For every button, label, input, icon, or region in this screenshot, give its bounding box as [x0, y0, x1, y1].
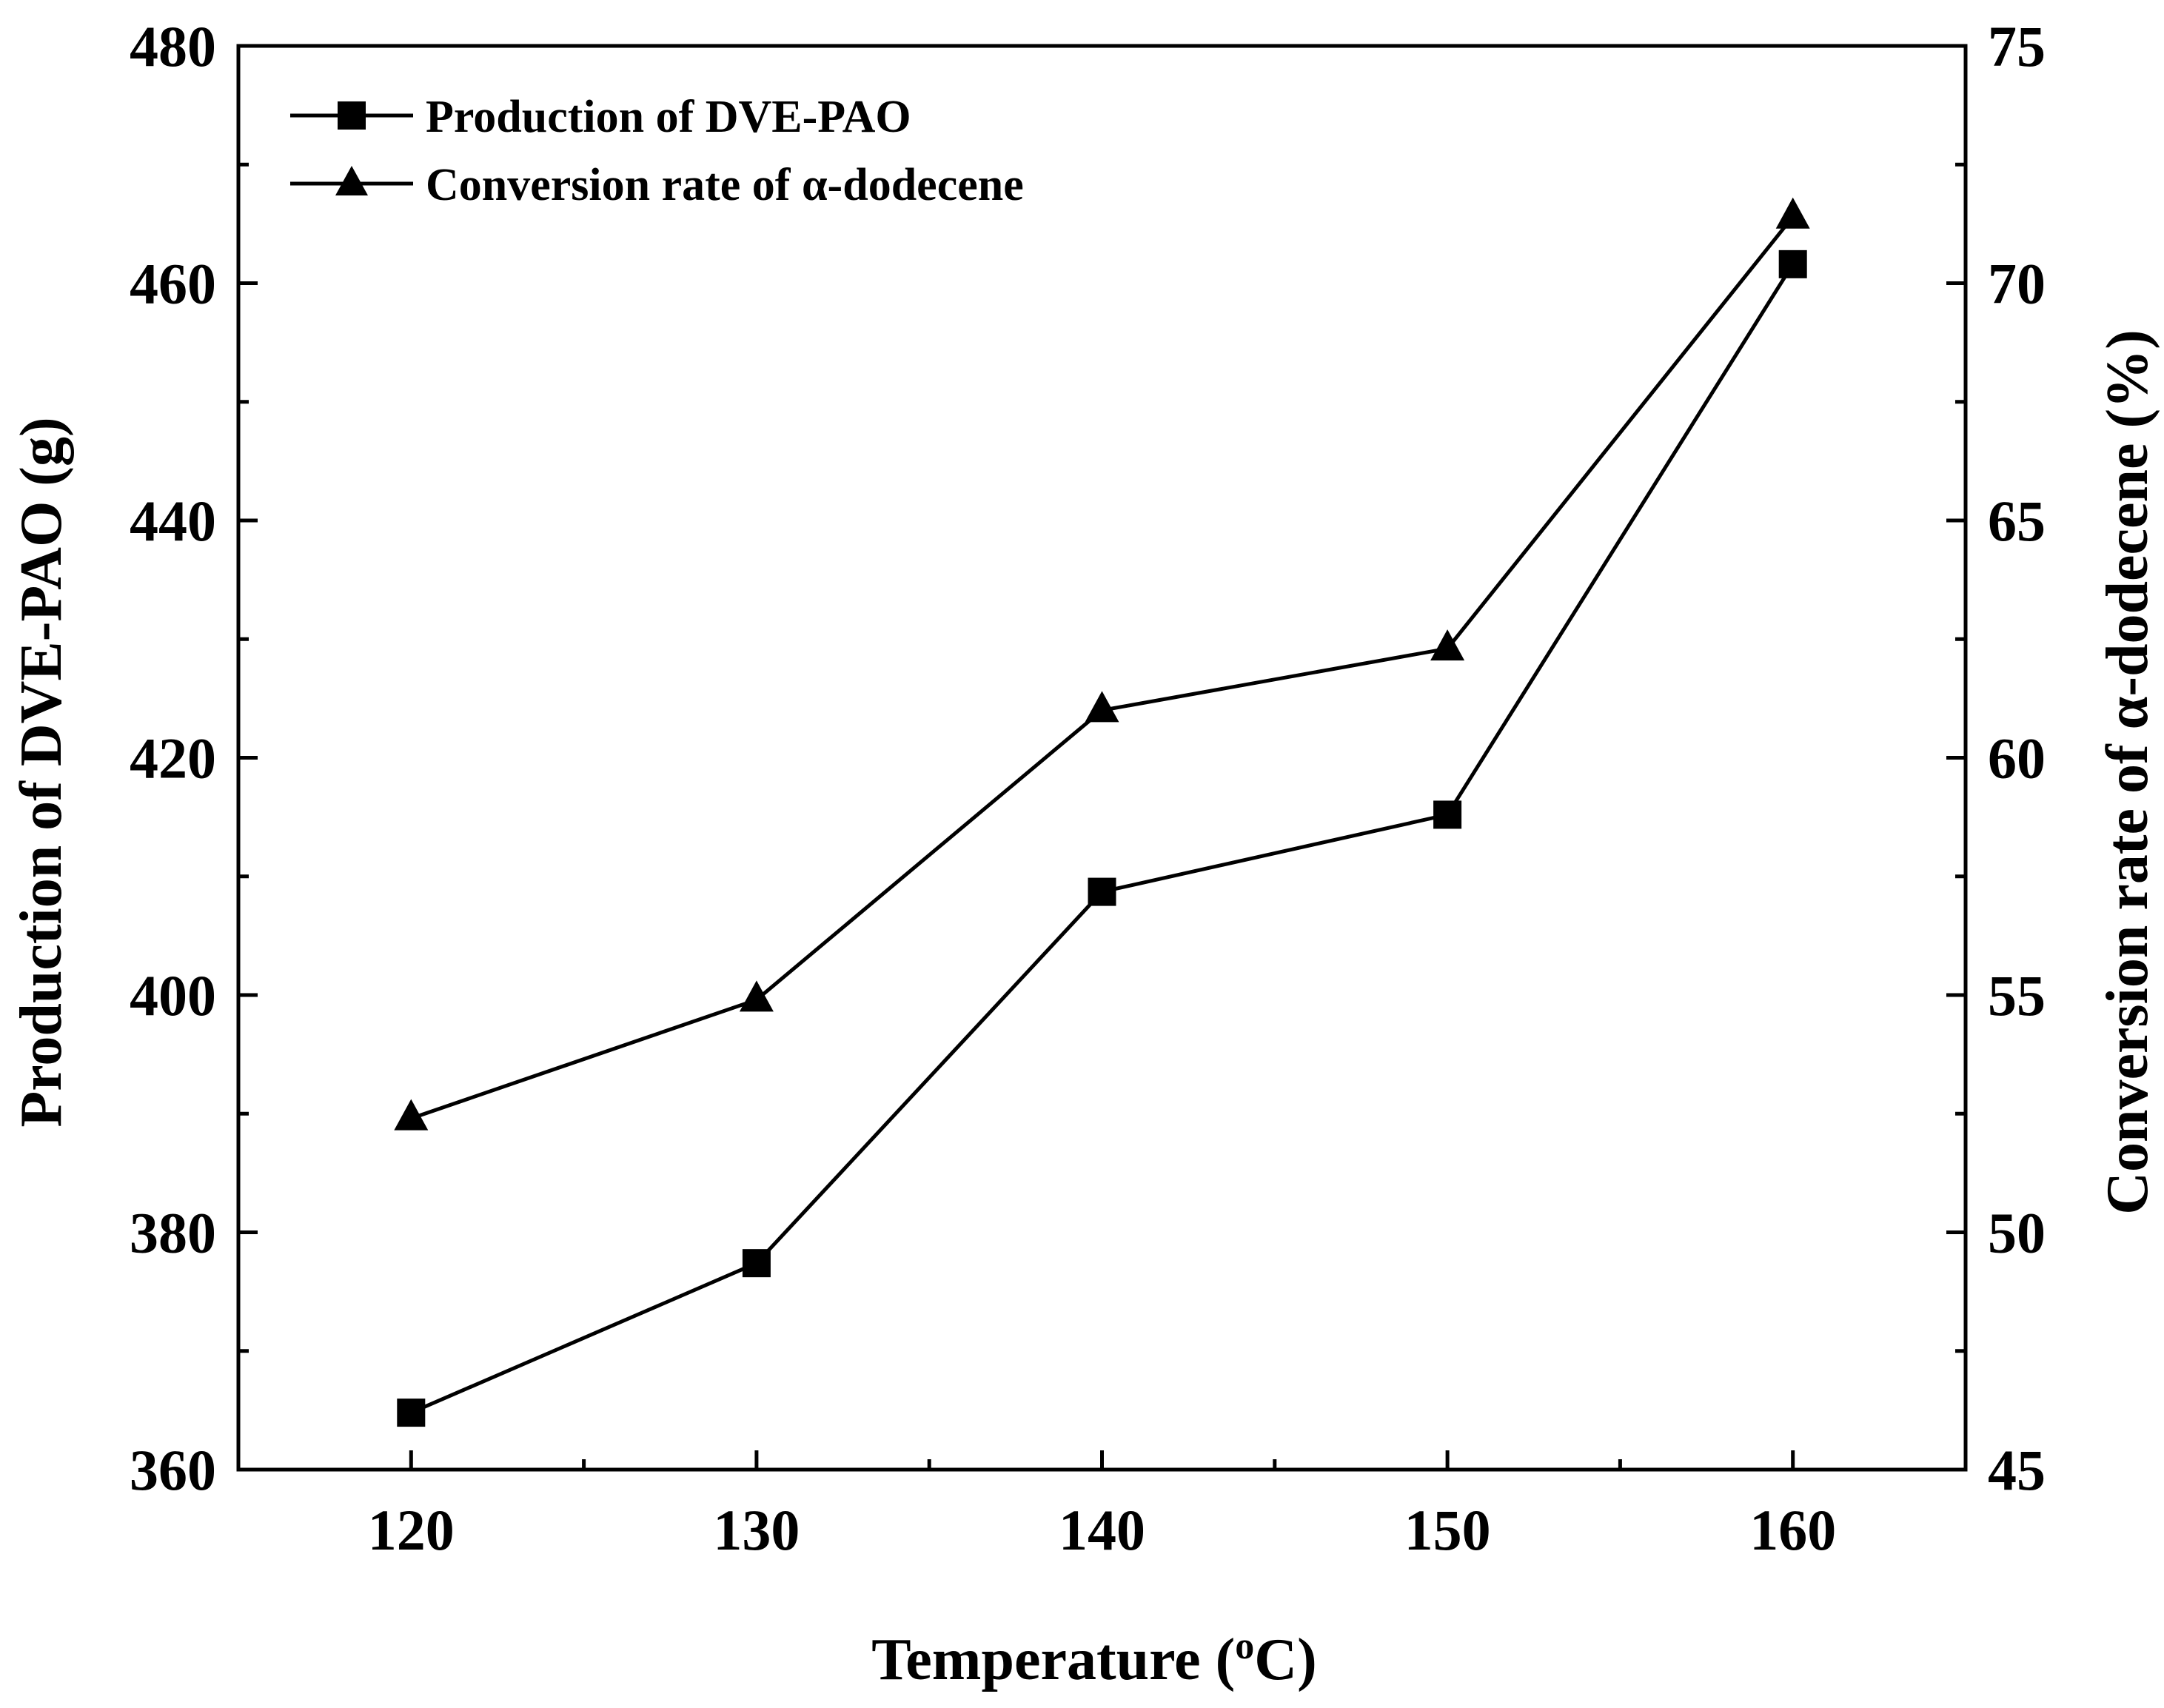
right-y-tick-label: 45 [1988, 1438, 2046, 1502]
x-axis-unit-superscript: o [1235, 1625, 1254, 1667]
data-point-square [1088, 877, 1116, 906]
left-y-tick-label: 380 [130, 1201, 216, 1265]
plot-frame [236, 44, 1968, 1472]
legend-square-icon [338, 101, 366, 130]
data-point-triangle [1430, 629, 1465, 661]
right-y-tick-label: 60 [1988, 726, 2046, 791]
data-point-triangle [1775, 197, 1810, 229]
x-axis-ticks: 120 130 140 150 160 [368, 1450, 1836, 1562]
left-y-axis-title: Production of DVE-PAO (g) [9, 417, 74, 1127]
left-y-axis-ticks: 360 380 400 420 440 460 480 [130, 14, 258, 1502]
x-tick-label: 150 [1404, 1498, 1491, 1562]
data-point-square [742, 1249, 771, 1278]
right-y-axis-title: Conversion rate of α-dodecene (%) [2095, 329, 2160, 1215]
left-y-tick-label: 480 [130, 14, 216, 78]
plot-border [236, 44, 1968, 1472]
data-point-square [1778, 249, 1807, 278]
legend-triangle-icon [335, 166, 368, 195]
data-point-square [1433, 800, 1462, 829]
x-tick-label: 130 [713, 1498, 800, 1562]
x-tick-label: 160 [1749, 1498, 1836, 1562]
x-tick-label: 140 [1059, 1498, 1145, 1562]
data-point-triangle [394, 1099, 429, 1131]
left-y-tick-label: 440 [130, 489, 216, 553]
left-y-tick-label: 360 [130, 1438, 216, 1502]
legend-label-conversion: Conversion rate of α-dodecene [426, 160, 1024, 210]
right-y-axis-ticks: 45 50 55 60 65 70 75 [1946, 14, 2046, 1502]
data-point-triangle [1085, 691, 1119, 723]
series-line-production [410, 263, 1795, 1415]
x-axis-title: Temperature (oC) [871, 1625, 1316, 1693]
data-point-square [397, 1399, 426, 1427]
left-y-tick-label: 460 [130, 252, 216, 316]
data-point-triangle [739, 980, 774, 1012]
series-group [394, 197, 1810, 1427]
x-tick-label: 120 [368, 1498, 455, 1562]
right-y-tick-label: 75 [1988, 14, 2046, 78]
legend-label-production: Production of DVE-PAO [426, 92, 911, 142]
right-y-tick-label: 70 [1988, 252, 2046, 316]
right-y-tick-label: 50 [1988, 1201, 2046, 1265]
series-line-conversion [410, 215, 1795, 1121]
right-y-tick-label: 65 [1988, 489, 2046, 553]
left-y-tick-label: 400 [130, 963, 216, 1028]
left-y-tick-label: 420 [130, 726, 216, 791]
legend: Production of DVE-PAO Conversion rate of… [290, 92, 1024, 210]
right-y-tick-label: 55 [1988, 963, 2046, 1028]
